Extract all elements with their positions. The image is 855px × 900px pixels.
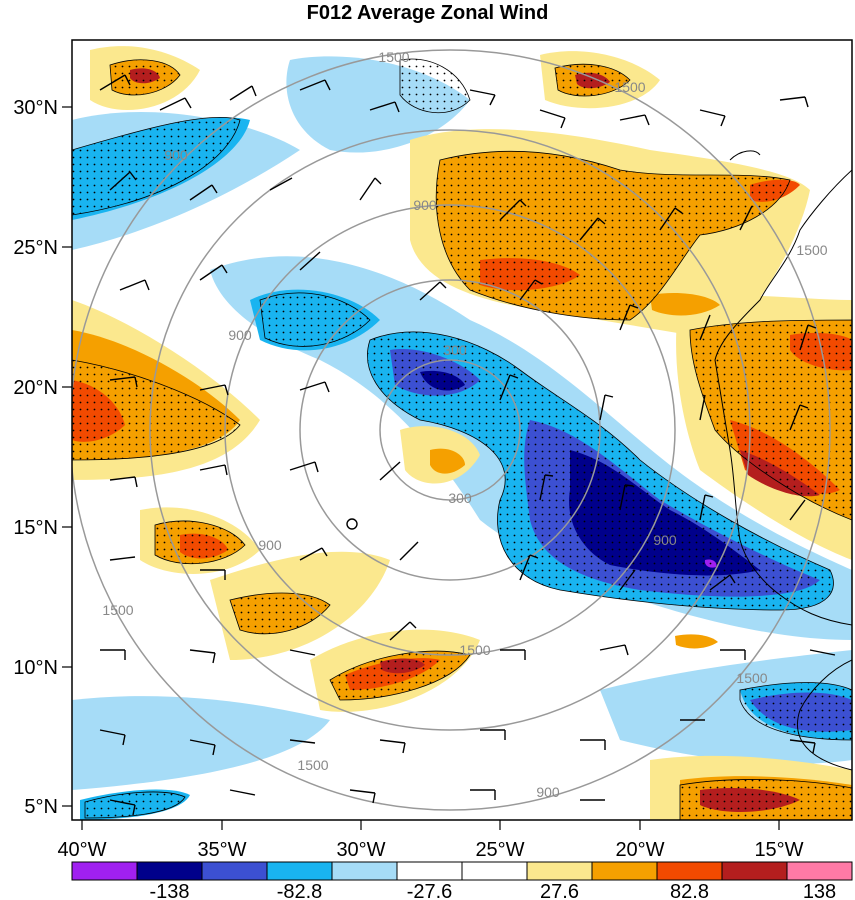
- colorbar-box: [396, 861, 463, 881]
- ring-label: 1500: [459, 642, 490, 658]
- ring-label: 900: [536, 784, 560, 800]
- lat-axis: [62, 106, 72, 807]
- colorbar-box: [201, 861, 268, 881]
- range-rings: [72, 49, 831, 811]
- lon-label: 35°W: [197, 839, 246, 861]
- lat-label: 10°N: [13, 657, 58, 679]
- ring-label: 900: [258, 537, 282, 553]
- colorbar-box: [786, 861, 853, 881]
- colorbar-label: 82.8: [670, 881, 709, 900]
- colorbar-label: 27.6: [540, 881, 579, 900]
- stipple-region: [229, 592, 331, 635]
- colorbar-label: -27.6: [407, 881, 453, 900]
- colorbar-box: [591, 861, 658, 881]
- wind-barbs: [99, 74, 836, 816]
- colorbar-box: [136, 861, 203, 881]
- ring-label: 1500: [378, 49, 409, 65]
- stipple-region: [554, 63, 631, 97]
- shade-lightblue: [72, 696, 330, 790]
- stipple-region: [679, 779, 852, 820]
- ring-label: 900: [413, 197, 437, 213]
- ring-labels: 1500 1500 900 900 300 300 900 900 900 1500 1500 150…: [102, 49, 827, 800]
- lat-label: 20°N: [13, 377, 58, 399]
- lat-label: 25°N: [13, 237, 58, 259]
- colorbar-label: 138: [803, 881, 836, 900]
- stipple-region: [329, 650, 471, 701]
- lon-label: 25°W: [475, 839, 524, 861]
- ring-label: 300: [443, 342, 467, 358]
- coastline: [714, 169, 852, 626]
- shade-orange: [430, 448, 465, 474]
- lon-label: 30°W: [336, 839, 385, 861]
- stipple-region: [259, 292, 371, 347]
- ring-label: 1500: [102, 602, 133, 618]
- stipple-region: [399, 58, 471, 114]
- ring-label: 1500: [796, 242, 827, 258]
- colorbar: [71, 861, 853, 881]
- shade-lightblue: [600, 650, 852, 764]
- ring-label: 900: [164, 147, 188, 163]
- lat-label: 15°N: [13, 517, 58, 539]
- colorbar-labels: -138 -82.8 -27.6 27.6 82.8 138: [149, 881, 836, 900]
- shading-layer: [72, 46, 852, 820]
- stipple-region: [689, 319, 852, 521]
- colorbar-box: [526, 861, 593, 881]
- lon-label: 15°W: [754, 839, 803, 861]
- plot-frame: [71, 39, 853, 821]
- calm-wind-marker: [346, 518, 358, 530]
- stipple-region: [154, 520, 246, 565]
- shade-orange: [675, 634, 718, 649]
- colorbar-box: [461, 861, 528, 881]
- colorbar-box: [266, 861, 333, 881]
- ring-label: 900: [228, 327, 252, 343]
- coastline: [796, 659, 852, 771]
- coastline: [729, 150, 761, 161]
- colorbar-box: [331, 861, 398, 881]
- lon-axis: [81, 820, 780, 830]
- map-title: F012 Average Zonal Wind: [306, 2, 549, 24]
- stipple-region: [367, 331, 834, 611]
- ring-label: 1500: [297, 757, 328, 773]
- stipple-region: [72, 359, 241, 461]
- colorbar-label: -82.8: [277, 881, 323, 900]
- lon-label: 20°W: [615, 839, 664, 861]
- stipple-region: [72, 117, 241, 216]
- colorbar-label: -138: [149, 881, 189, 900]
- ring-label: 900: [653, 532, 677, 548]
- stipple-region: [109, 59, 181, 96]
- colorbar-box: [721, 861, 788, 881]
- shade-orange: [650, 293, 720, 316]
- ring-label: 1500: [614, 79, 645, 95]
- lat-label: 5°N: [24, 796, 58, 818]
- colorbar-box: [71, 861, 138, 881]
- colorbar-box: [656, 861, 723, 881]
- ring-label: 300: [448, 490, 472, 506]
- stipple-region: [435, 150, 791, 321]
- lon-label: 40°W: [57, 839, 106, 861]
- lat-label: 30°N: [13, 97, 58, 119]
- ring-label: 1500: [736, 670, 767, 686]
